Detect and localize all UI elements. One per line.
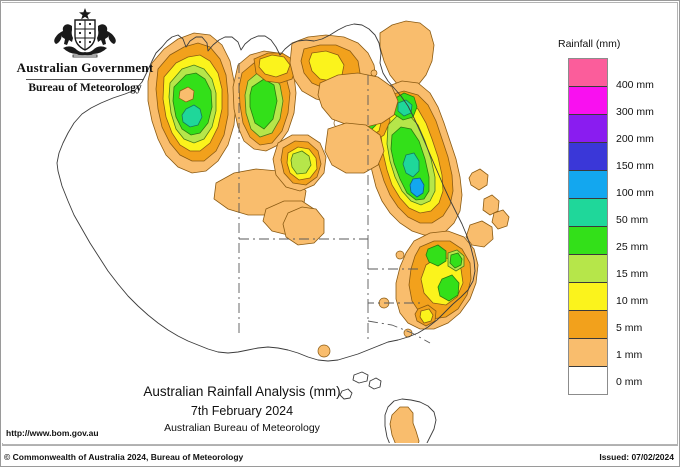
legend-swatch bbox=[569, 143, 607, 171]
australian-coat-of-arms-icon bbox=[54, 8, 116, 58]
legend-swatch bbox=[569, 311, 607, 339]
contour-group-cape-york bbox=[379, 20, 435, 90]
legend-label: 150 mm bbox=[616, 160, 654, 172]
footer-divider bbox=[2, 445, 678, 446]
rainfall-contours bbox=[147, 20, 510, 443]
legend-label: 50 mm bbox=[616, 214, 649, 226]
legend-title: Rainfall (mm) bbox=[558, 38, 621, 50]
contour-group-tasmania bbox=[389, 406, 420, 443]
map-title: Australian Rainfall Analysis (mm) bbox=[143, 384, 341, 399]
legend-swatch bbox=[569, 171, 607, 199]
legend-colour-bar bbox=[568, 58, 608, 395]
legend-label: 10 mm bbox=[616, 295, 649, 307]
legend-label: 400 mm bbox=[616, 79, 654, 91]
rainfall-legend: Rainfall (mm) 400 mm 300 mm 200 mm 150 mm 10… bbox=[552, 38, 678, 395]
bom-masthead: Australian Government Bureau of Meteorol… bbox=[10, 6, 160, 94]
contour-group-qld-inland bbox=[317, 72, 399, 174]
agency-label: Bureau of Meteorology bbox=[28, 82, 142, 94]
government-label: Australian Government bbox=[16, 60, 154, 75]
legend-swatch bbox=[569, 115, 607, 143]
contour-group-central-bullseye bbox=[272, 134, 327, 192]
bom-url[interactable]: http://www.bom.gov.au bbox=[6, 428, 99, 438]
legend-label: 1 mm bbox=[616, 349, 643, 361]
map-state-borders bbox=[238, 63, 431, 344]
legend-swatch bbox=[569, 87, 607, 115]
legend-label: 5 mm bbox=[616, 322, 643, 334]
legend-body: 400 mm 300 mm 200 mm 150 mm 100 mm 50 mm 25 mm… bbox=[568, 58, 678, 395]
legend-swatch bbox=[569, 339, 607, 367]
map-date: 7th February 2024 bbox=[190, 403, 294, 418]
legend-label: 100 mm bbox=[616, 187, 654, 199]
map-title-block: Australian Rainfall Analysis (mm) 7th Fe… bbox=[92, 384, 392, 434]
copyright-notice: © Commonwealth of Australia 2024, Bureau… bbox=[4, 452, 244, 462]
legend-label: 200 mm bbox=[616, 133, 654, 145]
map-coastline bbox=[56, 23, 476, 443]
australia-rainfall-map[interactable] bbox=[2, 3, 548, 443]
legend-swatch bbox=[569, 283, 607, 311]
legend-label: 0 mm bbox=[616, 376, 643, 388]
legend-label: 25 mm bbox=[616, 241, 649, 253]
legend-swatch bbox=[569, 367, 607, 394]
legend-label: 300 mm bbox=[616, 106, 654, 118]
masthead-divider bbox=[26, 79, 144, 80]
contour-group-central-blob bbox=[282, 206, 325, 246]
legend-swatch bbox=[569, 227, 607, 255]
legend-swatch bbox=[569, 59, 607, 87]
map-organisation: Australian Bureau of Meteorology bbox=[164, 421, 320, 434]
issued-date: Issued: 07/02/2024 bbox=[599, 452, 674, 462]
legend-label-list: 400 mm 300 mm 200 mm 150 mm 100 mm 50 mm 25 mm… bbox=[616, 58, 680, 388]
legend-swatch bbox=[569, 255, 607, 283]
legend-label: 15 mm bbox=[616, 268, 649, 280]
contour-group-east-patches bbox=[468, 168, 510, 230]
contour-group-top-end bbox=[232, 50, 297, 152]
legend-swatch bbox=[569, 199, 607, 227]
contour-group-kimberley bbox=[147, 32, 237, 174]
